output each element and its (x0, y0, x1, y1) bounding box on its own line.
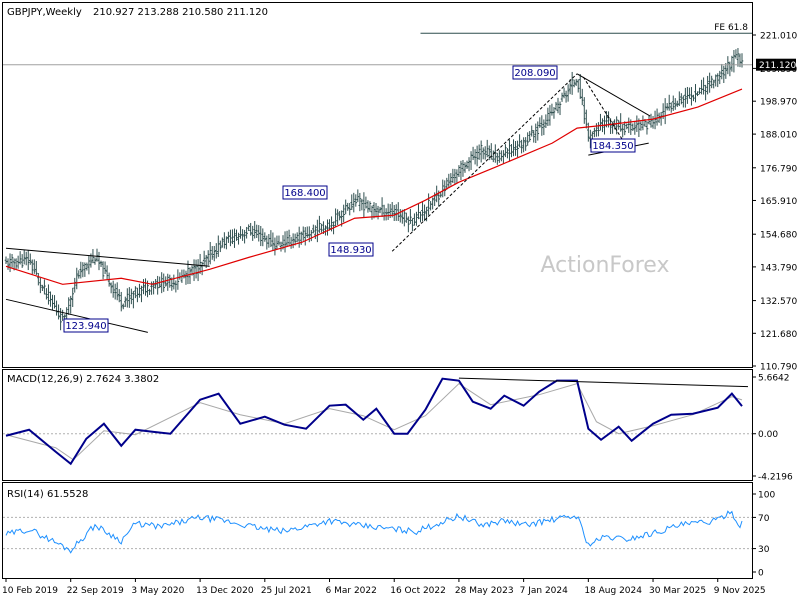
macd-signal-line (5, 383, 743, 461)
rsi-panel (2, 482, 753, 579)
rsi-header: RSI(14) 61.5528 (7, 489, 88, 500)
price-y-tick-label: 176.790 (760, 164, 797, 174)
trend-line (576, 73, 651, 117)
price-panel (2, 2, 753, 368)
price-header-symbol: GBPJPY,Weekly (7, 7, 82, 18)
level-label-box (590, 138, 636, 153)
price-y-tick-label: 154.680 (760, 231, 797, 241)
watermark: ActionForex (541, 253, 670, 278)
rsi-y-tick-label: 100 (758, 491, 775, 501)
rsi-y-tick-label: 0 (758, 569, 764, 579)
rsi-line (5, 510, 743, 554)
price-y-tick-label: 165.910 (760, 197, 797, 207)
level-label-text: 208.090 (514, 68, 555, 79)
x-tick-label: 18 Aug 2024 (584, 586, 642, 596)
labels-layer: 221.010209.890198.970188.010176.790165.9… (2, 23, 797, 596)
price-y-tick-label: 110.790 (760, 363, 797, 373)
price-y-tick-label: 143.790 (760, 263, 797, 273)
current-price-badge (756, 58, 796, 71)
level-label-text: 123.940 (65, 321, 106, 332)
price-y-tick-label: 188.010 (760, 131, 797, 141)
macd-trend-line (458, 377, 749, 388)
x-tick-label: 22 Sep 2019 (67, 586, 124, 596)
x-tick-label: 3 May 2020 (131, 586, 184, 596)
level-label-box (328, 242, 374, 257)
macd-main-line (5, 377, 743, 466)
macd-header: MACD(12,26,9) 2.7624 3.3802 (7, 374, 159, 385)
level-label-text: 184.350 (592, 141, 633, 152)
x-tick-label: 6 Mar 2022 (326, 586, 377, 596)
level-label-box (282, 185, 328, 200)
level-label-text: 148.930 (330, 245, 371, 256)
macd-y-tick-label: 5.6642 (758, 374, 790, 384)
fib-extension-label: FE 61.8 (714, 23, 748, 33)
price-y-tick-label: 221.010 (760, 32, 797, 42)
trend-line (5, 247, 210, 267)
macd-panel (2, 369, 753, 481)
rsi-y-tick-label: 70 (758, 514, 770, 524)
x-tick-label: 30 Mar 2025 (649, 586, 706, 596)
level-label-text: 168.400 (284, 188, 325, 199)
x-tick-label: 25 Jul 2021 (261, 586, 312, 596)
x-tick-label: 13 Dec 2020 (196, 586, 254, 596)
trend-line (582, 76, 624, 141)
x-tick-label: 9 Nov 2025 (714, 586, 766, 596)
x-tick-label: 16 Oct 2022 (390, 586, 446, 596)
macd-y-tick-label: 0.00 (758, 430, 778, 440)
level-label-box (512, 65, 558, 80)
trend-line (391, 73, 578, 252)
price-y-tick-label: 132.570 (760, 297, 797, 307)
price-y-tick-label: 121.680 (760, 330, 797, 340)
x-tick-label: 10 Feb 2019 (2, 586, 58, 596)
trend-line (5, 298, 148, 333)
macd-y-tick-label: -4.2196 (758, 473, 793, 483)
x-tick-label: 28 May 2023 (455, 586, 514, 596)
x-tick-label: 7 Jan 2024 (520, 586, 568, 596)
level-label-box (63, 318, 109, 333)
current-price-badge-text: 211.120 (759, 61, 796, 71)
price-y-tick-label: 198.970 (760, 98, 797, 108)
price-header-ohlc: 210.927 213.288 210.580 211.120 (93, 7, 268, 18)
rsi-y-tick-label: 30 (758, 545, 770, 555)
marks-layer (3, 32, 752, 554)
